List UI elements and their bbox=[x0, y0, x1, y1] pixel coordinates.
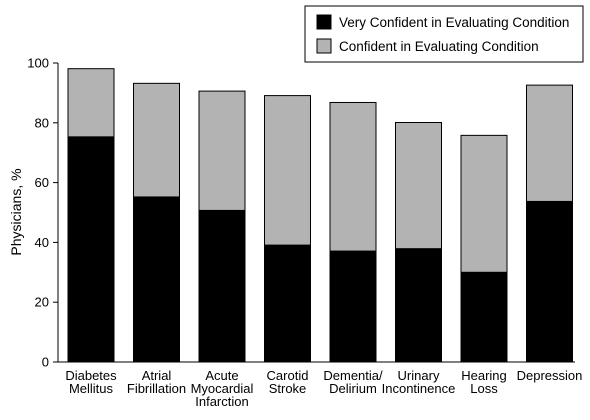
y-axis-title: Physicians, % bbox=[8, 168, 24, 255]
bar-very-confident bbox=[67, 136, 115, 363]
x-category-label: Atrial Fibrillation bbox=[127, 368, 186, 396]
y-tick-label: 100 bbox=[27, 56, 49, 71]
x-category-label-line: Loss bbox=[470, 381, 498, 396]
x-category-label-line: Dementia/ bbox=[323, 368, 383, 383]
bars-group bbox=[67, 68, 573, 363]
y-tick-label: 0 bbox=[42, 355, 49, 370]
y-tick-label: 20 bbox=[35, 295, 49, 310]
x-category-label-line: Diabetes bbox=[65, 368, 117, 383]
x-category-label-line: Acute bbox=[205, 368, 238, 383]
x-category-label: Acute Myocardial Infarction bbox=[191, 368, 254, 409]
x-category-label: Urinary Incontinence bbox=[382, 368, 456, 396]
x-category-label-line: Mellitus bbox=[69, 381, 114, 396]
x-category-label-line: Myocardial bbox=[191, 381, 254, 396]
x-category-label-line: Depression bbox=[517, 368, 583, 383]
bar-very-confident bbox=[329, 250, 377, 363]
y-ticks-group: 0 20 40 60 80 100 bbox=[27, 56, 58, 370]
bar-very-confident bbox=[460, 271, 508, 363]
bar-very-confident bbox=[526, 200, 573, 363]
bar-very-confident bbox=[264, 244, 311, 363]
x-category-label: Carotid Stroke bbox=[267, 368, 309, 396]
x-category-label-line: Atrial bbox=[142, 368, 172, 383]
legend: Very Confident in Evaluating Condition Co… bbox=[304, 5, 584, 63]
y-tick-label: 40 bbox=[35, 235, 49, 250]
legend-swatch bbox=[316, 38, 332, 54]
y-tick-label: 60 bbox=[35, 175, 49, 190]
x-category-label: Dementia/Delirium bbox=[323, 368, 383, 396]
x-category-label-line: Incontinence bbox=[382, 381, 456, 396]
axes-group bbox=[57, 63, 575, 363]
x-category-label: Depression bbox=[517, 368, 583, 383]
legend-swatch bbox=[316, 14, 332, 30]
bar-very-confident bbox=[198, 209, 246, 363]
x-category-label-line: Carotid bbox=[267, 368, 309, 383]
legend-label: Very Confident in Evaluating Condition bbox=[339, 15, 569, 30]
y-tick-label: 80 bbox=[35, 115, 49, 130]
x-category-label: Hearing Loss bbox=[461, 368, 507, 396]
x-category-label-line: Urinary bbox=[398, 368, 440, 383]
bar-very-confident bbox=[395, 248, 442, 363]
legend-label: Confident in Evaluating Condition bbox=[339, 39, 539, 54]
x-category-label-line: Fibrillation bbox=[127, 381, 186, 396]
x-category-label-line: Infarction bbox=[195, 394, 248, 409]
x-category-label: Diabetes Mellitus bbox=[65, 368, 117, 396]
x-category-label-line: Stroke bbox=[269, 381, 307, 396]
bar-very-confident bbox=[133, 196, 180, 363]
x-category-label-line: Hearing bbox=[461, 368, 507, 383]
x-category-label-line: Delirium bbox=[329, 381, 377, 396]
legend-box bbox=[304, 5, 584, 63]
